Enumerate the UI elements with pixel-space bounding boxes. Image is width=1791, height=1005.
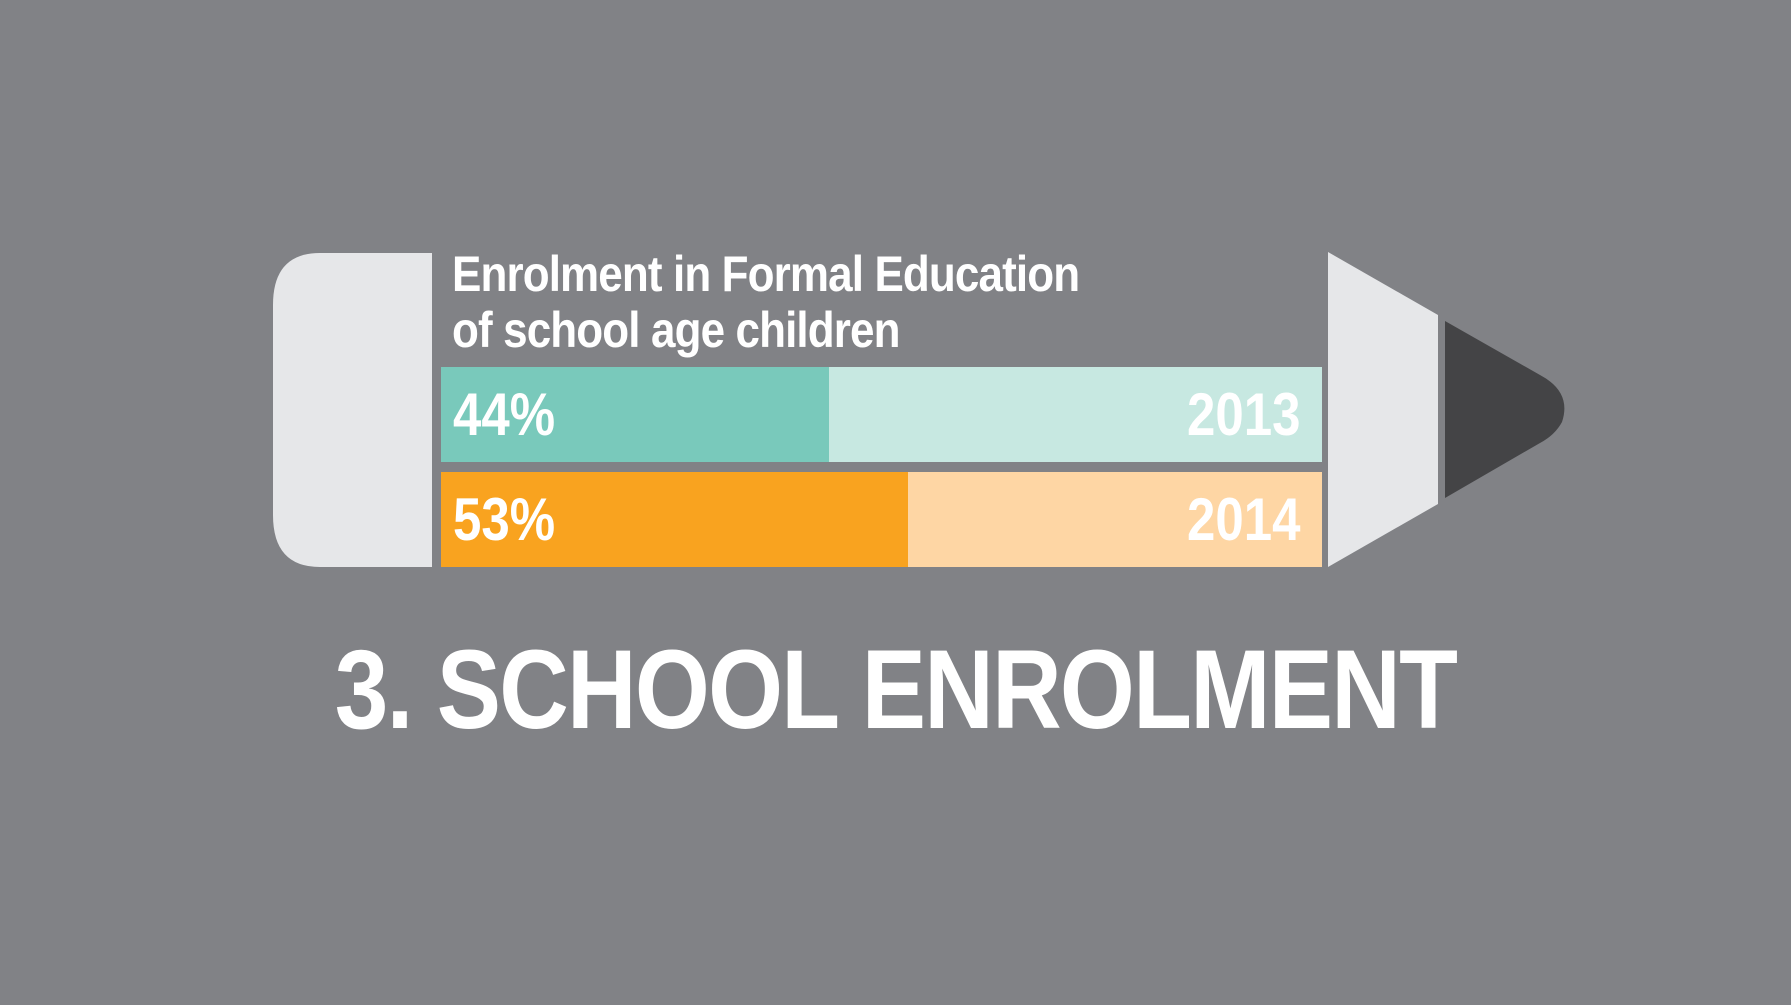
pencil-eraser	[273, 253, 432, 567]
pencil-tip	[1445, 321, 1565, 498]
bar-row-2013: 44% 2013	[441, 367, 1322, 462]
headline: 3. SCHOOL ENROLMENT	[334, 627, 1458, 752]
bar-row-2014: 53% 2014	[441, 472, 1322, 567]
bar-value-label-2014: 53%	[453, 486, 556, 553]
bar-2013	[441, 367, 829, 462]
bar-value-label-2013: 44%	[453, 381, 556, 448]
bar-remainder-2013	[829, 367, 1322, 462]
bar-category-label-2013: 2013	[1186, 381, 1300, 448]
bar-remainder-2014	[908, 472, 1322, 567]
bar-2014	[441, 472, 908, 567]
bar-category-label-2014: 2014	[1186, 486, 1300, 553]
chart-title-line-2: of school age children	[452, 302, 900, 358]
chart-title-line-1: Enrolment in Formal Education	[452, 246, 1080, 302]
chart-title: Enrolment in Formal Education of school …	[452, 246, 1080, 358]
pencil-sharpened-wood	[1328, 252, 1438, 567]
